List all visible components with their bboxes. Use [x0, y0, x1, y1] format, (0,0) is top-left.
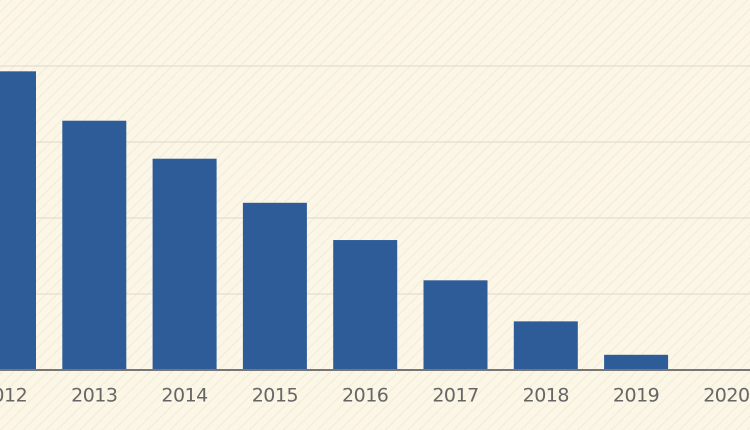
x-tick-label: 2013: [71, 385, 117, 407]
bar: [62, 120, 127, 370]
x-tick-label: 2014: [161, 385, 208, 407]
bar: [242, 202, 307, 370]
bars: [0, 71, 669, 370]
x-tick-label: 2015: [252, 385, 298, 407]
x-tick-label: 2020: [703, 385, 749, 407]
bar: [423, 280, 488, 370]
x-tick-label: 2019: [613, 385, 659, 407]
x-tick-label: 2016: [342, 385, 388, 407]
bar: [152, 158, 217, 370]
x-tick-label: 2012: [0, 385, 27, 407]
bar: [513, 321, 578, 370]
bar: [333, 240, 398, 370]
x-tick-label: 2018: [523, 385, 569, 407]
bar: [0, 71, 36, 370]
bar: [604, 354, 669, 370]
x-tick-label: 2017: [432, 385, 478, 407]
x-labels: 2012 2013 2014 2015 2016 2017 2018 2019 2020: [0, 385, 750, 407]
